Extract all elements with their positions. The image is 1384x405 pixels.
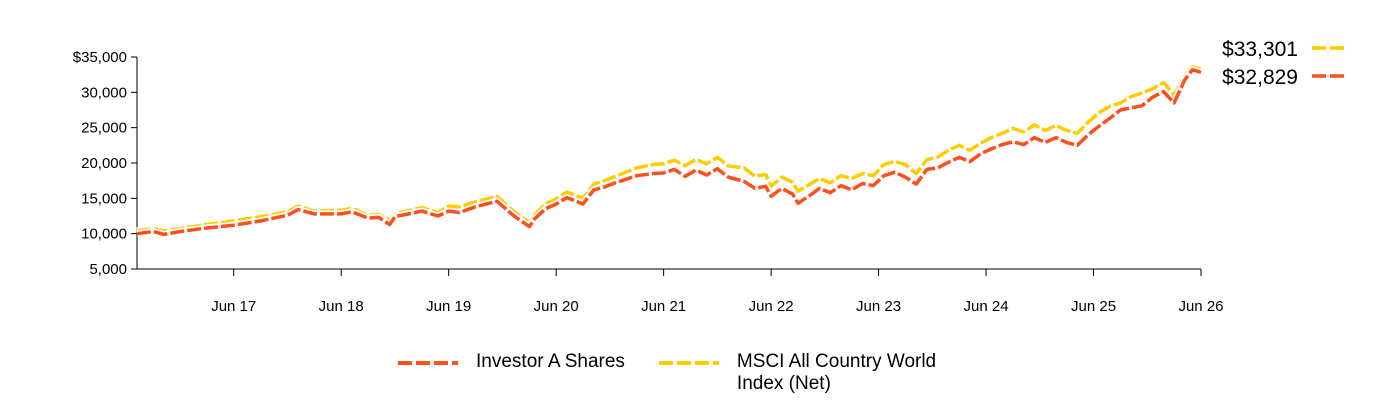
y-tick-label: 20,000 [81, 155, 127, 172]
legend-label-msci: MSCI All Country World Index (Net) [736, 351, 937, 394]
chart-legend: Investor A Shares MSCI All Country World… [398, 351, 1001, 395]
legend-swatch-investor-a [398, 361, 458, 365]
series-line-1 [136, 67, 1202, 237]
legend-item-investor-a: Investor A Shares [398, 351, 625, 373]
y-tick-label: 10,000 [81, 226, 127, 243]
chart-axes: $35,000 30,000 25,000 20,000 15,000 10,000 5,0… [73, 49, 1224, 315]
x-tick-label: Jun 17 [211, 298, 256, 315]
chart-series [136, 63, 1203, 238]
x-tick-label: Jun 18 [319, 298, 364, 315]
end-value-label: $33,301 [1222, 38, 1298, 61]
x-tick-label: Jun 21 [641, 298, 686, 315]
x-tick-label: Jun 25 [1071, 298, 1116, 315]
y-tick-label: $35,000 [73, 49, 127, 66]
legend-swatch-msci [658, 361, 719, 365]
y-tick-label: 5,000 [89, 261, 127, 278]
y-tick-label: 30,000 [81, 84, 127, 101]
end-value-label: $32,829 [1222, 66, 1298, 89]
series-line-0 [136, 65, 1202, 233]
legend-item-msci: MSCI All Country World Index (Net) [658, 351, 967, 395]
legend-label-investor-a: Investor A Shares [476, 351, 625, 372]
x-tick-label: Jun 24 [964, 298, 1009, 315]
end-value-labels: $33,301 $32,829 [1222, 38, 1344, 89]
y-tick-label: 25,000 [81, 120, 127, 137]
x-tick-label: Jun 19 [426, 298, 471, 315]
x-tick-label: Jun 22 [749, 298, 794, 315]
x-tick-label: Jun 20 [534, 298, 579, 315]
y-tick-label: 15,000 [81, 190, 127, 207]
x-tick-label: Jun 23 [856, 298, 901, 315]
x-tick-label: Jun 26 [1178, 298, 1223, 315]
